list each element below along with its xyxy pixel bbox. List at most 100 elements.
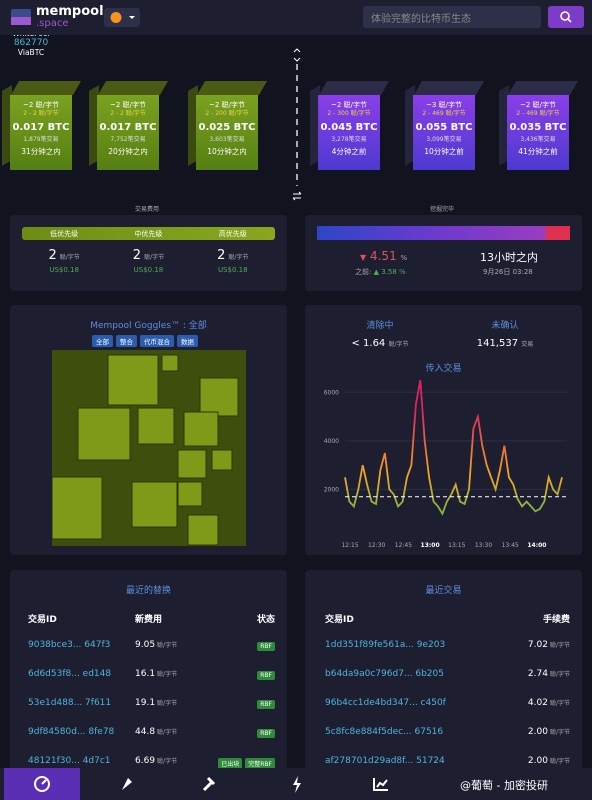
- txid[interactable]: 96b4cc1de4bd347... c450f: [325, 698, 446, 708]
- fee: 44.8 聪/字节: [135, 727, 177, 737]
- block: ~3 聪/字节 2 - 469 聪/字节 0.055 BTC 3,099笔交易 10分钟…: [413, 95, 475, 170]
- fee: 9.05 聪/字节: [135, 640, 177, 650]
- block-time: 10分钟之前: [424, 147, 464, 157]
- fees-card: 低优先级 2 聪/字节 US$0.18 中优先级 2 聪/字节 US$0.18 高优先级 2 聪/字…: [10, 215, 287, 291]
- txid[interactable]: af278701d29ad8f... 51724: [325, 756, 445, 766]
- txid[interactable]: 5c8fc8e884f5dec... 67516: [325, 727, 444, 737]
- y-tick-label: 2000: [324, 486, 339, 493]
- previous-value: ▲ 3.58 %: [373, 268, 406, 276]
- status-badge: RBF: [257, 671, 275, 680]
- block-range: 2 - 469 聪/字节: [516, 110, 560, 118]
- unconfirmed-unit: 交易: [521, 341, 534, 348]
- fee-value: 2.74: [527, 669, 548, 679]
- change-unit: %: [400, 254, 408, 262]
- purging-unit: 聪/字节: [388, 341, 409, 348]
- filter[interactable]: 代币混合: [140, 335, 174, 347]
- y-tick-label: 4000: [324, 438, 339, 445]
- block: ~2 聪/字节 2 - 2 聪/字节 0.017 BTC 1,879笔交易 31分钟之内: [10, 95, 72, 170]
- table-title: 最近交易: [425, 586, 462, 596]
- filter[interactable]: 整合: [116, 335, 137, 347]
- network-selector[interactable]: [104, 8, 140, 27]
- difficulty-card: ▼ 4.51 % 之前: ▲ 3.58 % 13小时之内 9月26日 03:28: [305, 215, 582, 291]
- block-range: 2 - 2 聪/字节: [23, 110, 59, 118]
- blockchain: ~2 聪/字节 2 - 2 聪/字节 0.017 BTC 1,879笔交易 31分钟之内…: [0, 0, 592, 170]
- txid[interactable]: 48121f30... 4d7c1: [28, 756, 111, 766]
- chart-title: 传入交易: [425, 364, 462, 374]
- fee: 2.00 聪/字节: [528, 756, 570, 766]
- purging-label: 清除中: [366, 321, 394, 331]
- txid[interactable]: b64da9a0c796d7... 6b205: [325, 669, 444, 679]
- table-header: 状态: [256, 615, 275, 625]
- block-range: 2 - 2 聪/字节: [110, 110, 146, 118]
- fee: 4.02 聪/字节: [528, 698, 570, 708]
- x-tick-label: 13:15: [448, 542, 465, 549]
- filter[interactable]: 数据: [177, 335, 198, 347]
- block-range: 2 - 200 聪/字节: [205, 110, 249, 118]
- txid[interactable]: 1dd351f89fe561a... 9e203: [325, 640, 446, 650]
- difficulty-change: ▼ 4.51 %: [360, 249, 407, 263]
- status-badge: RBF: [257, 729, 275, 738]
- txid[interactable]: 9038bce3... 647f3: [28, 640, 111, 650]
- fee-unit: 聪/字节: [549, 642, 570, 649]
- block-fee: ~2 聪/字节: [331, 101, 367, 109]
- x-tick-label: 13:00: [421, 542, 440, 549]
- block-fee: ~2 聪/字节: [209, 101, 245, 109]
- block-txs: 3,603笔交易: [209, 136, 245, 144]
- block: ~2 聪/字节 2 - 200 聪/字节 0.025 BTC 3,603笔交易 10分钟…: [196, 95, 258, 170]
- fee: 2.00 聪/字节: [528, 727, 570, 737]
- txid[interactable]: 9df84580d... 8fe78: [28, 727, 115, 737]
- difficulty-bar: [317, 226, 570, 240]
- fee-value: 2 聪/字节: [193, 248, 273, 263]
- block-txs: 7,752笔交易: [110, 136, 146, 144]
- block-total: 0.045 BTC: [320, 121, 378, 133]
- block-total: 0.017 BTC: [12, 121, 70, 133]
- fee-value: 2.00: [527, 727, 548, 737]
- search-input[interactable]: 体验完整的比特币生态: [363, 6, 541, 28]
- unconfirmed-value: 141,537: [476, 338, 519, 349]
- previous-label: 之前:: [355, 268, 372, 276]
- table-header: 交易ID: [28, 615, 57, 625]
- x-tick-label: 12:15: [341, 542, 358, 549]
- block-fee: ~3 聪/字节: [426, 101, 462, 109]
- purging: < 1.64 聪/字节: [340, 338, 420, 349]
- label-mempool: 交易费用: [135, 206, 160, 213]
- purging-value: < 1.64: [351, 338, 386, 349]
- block: ~2 聪/字节 2 - 469 聪/字节 0.035 BTC 3,436笔交易 41分钟…: [507, 95, 569, 170]
- logo-sub: .space: [36, 18, 69, 29]
- txid[interactable]: 6d6d53f8... ed148: [28, 669, 112, 679]
- status-badge: 完整RBF: [245, 758, 275, 769]
- txid[interactable]: 53e1d488... 7f611: [28, 698, 112, 708]
- unconfirmed: 141,537 交易: [465, 338, 545, 349]
- fee-unit: 聪/字节: [157, 642, 178, 649]
- filter[interactable]: 全部: [92, 335, 113, 347]
- network-icon: [110, 12, 135, 23]
- status: RBF: [254, 700, 275, 709]
- table-title: 最近的替换: [125, 586, 171, 596]
- fee-usd: US$0.18: [49, 266, 79, 274]
- change-value: 4.51: [369, 249, 397, 263]
- block: ~2 聪/字节 2 - 2 聪/字节 0.017 BTC 7,752笔交易 20分钟之内: [97, 95, 159, 170]
- block-time: 4分钟之前: [331, 147, 367, 157]
- block-range: 2 - 469 聪/字节: [422, 110, 466, 118]
- status: RBF: [254, 729, 275, 738]
- block-total: 0.017 BTC: [99, 121, 157, 133]
- fee-unit: 聪/字节: [157, 700, 178, 707]
- status: RBF: [254, 671, 275, 680]
- y-tick-label: 6000: [324, 389, 339, 396]
- fee-unit: 聪/字节: [157, 758, 178, 765]
- fee: 7.02 聪/字节: [528, 640, 570, 650]
- fee-value: 2.00: [527, 756, 548, 766]
- unconfirmed-label: 未确认: [491, 321, 519, 331]
- fee-label: 中优先级: [134, 230, 163, 238]
- search-button[interactable]: [548, 6, 584, 28]
- block-total: 0.055 BTC: [415, 121, 473, 133]
- stats-card: 清除中 < 1.64 聪/字节 未确认 141,537 交易 传入交易 2000…: [305, 305, 582, 555]
- x-tick-label: 12:30: [368, 542, 385, 549]
- block-total: 0.035 BTC: [509, 121, 567, 133]
- x-tick-label: 14:00: [527, 542, 546, 549]
- bottom-nav: @葡萄 - 加密投研: [0, 768, 592, 800]
- goggles-title[interactable]: Mempool Goggles™ : 全部: [90, 321, 207, 331]
- fee-value: 2 聪/字节: [108, 248, 188, 263]
- fee-unit: 聪/字节: [157, 729, 178, 736]
